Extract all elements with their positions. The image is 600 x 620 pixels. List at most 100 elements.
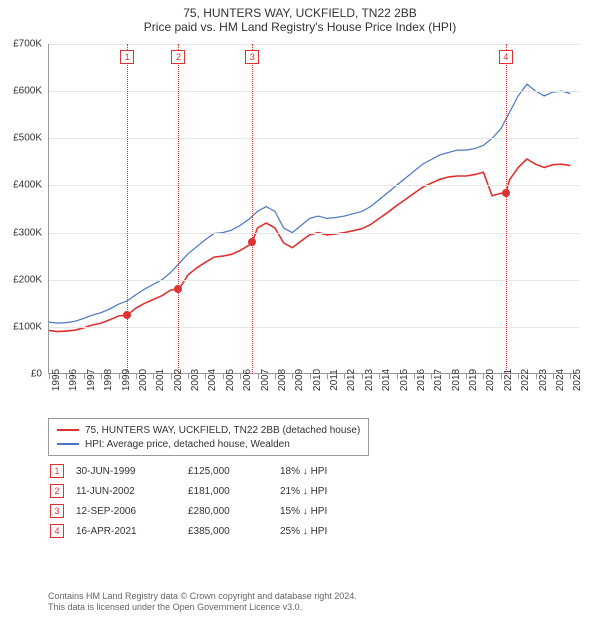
sale-hpi-delta: 18% ↓ HPI xyxy=(280,462,337,480)
x-tick xyxy=(414,374,415,379)
y-gridline xyxy=(49,44,579,45)
x-axis-label: 2009 xyxy=(294,369,305,391)
y-axis-label: £100K xyxy=(2,321,42,332)
sale-price: £125,000 xyxy=(188,462,278,480)
sale-hpi-delta: 21% ↓ HPI xyxy=(280,482,337,500)
y-gridline xyxy=(49,280,579,281)
sale-hpi-delta: 15% ↓ HPI xyxy=(280,502,337,520)
table-row: 1 30-JUN-1999£125,00018% ↓ HPI xyxy=(50,462,337,480)
x-axis-label: 1995 xyxy=(51,369,62,391)
x-tick xyxy=(101,374,102,379)
x-tick xyxy=(449,374,450,379)
sale-date: 11-JUN-2002 xyxy=(76,482,186,500)
legend-swatch xyxy=(57,429,79,431)
sale-number-box: 1 xyxy=(50,464,64,478)
x-tick xyxy=(136,374,137,379)
x-axis-label: 2020 xyxy=(485,369,496,391)
chart-container: 75, HUNTERS WAY, UCKFIELD, TN22 2BB Pric… xyxy=(0,0,600,620)
x-axis-label: 2007 xyxy=(260,369,271,391)
legend-row: HPI: Average price, detached house, Weal… xyxy=(57,437,360,451)
table-row: 2 11-JUN-2002£181,00021% ↓ HPI xyxy=(50,482,337,500)
x-axis-label: 2024 xyxy=(555,369,566,391)
sale-price: £280,000 xyxy=(188,502,278,520)
x-tick xyxy=(466,374,467,379)
x-axis-label: 1997 xyxy=(86,369,97,391)
x-tick xyxy=(240,374,241,379)
sale-number-box: 2 xyxy=(171,50,185,64)
y-gridline xyxy=(49,91,579,92)
x-axis-label: 2025 xyxy=(572,369,583,391)
sale-number-box: 4 xyxy=(499,50,513,64)
table-row: 4 16-APR-2021£385,00025% ↓ HPI xyxy=(50,522,337,540)
sale-price: £385,000 xyxy=(188,522,278,540)
x-axis-label: 2006 xyxy=(242,369,253,391)
x-axis-label: 2002 xyxy=(173,369,184,391)
y-axis-label: £0 xyxy=(2,369,42,380)
sale-vline xyxy=(178,44,179,374)
x-tick xyxy=(223,374,224,379)
x-axis-label: 2011 xyxy=(329,369,340,391)
y-gridline xyxy=(49,327,579,328)
x-axis-label: 2003 xyxy=(190,369,201,391)
sale-marker-dot xyxy=(174,285,182,293)
x-axis-label: 2017 xyxy=(433,369,444,391)
legend-swatch xyxy=(57,443,79,445)
footer-line1: Contains HM Land Registry data © Crown c… xyxy=(48,591,357,603)
sale-price: £181,000 xyxy=(188,482,278,500)
sale-vline xyxy=(252,44,253,374)
x-tick xyxy=(49,374,50,379)
chart-title-line1: 75, HUNTERS WAY, UCKFIELD, TN22 2BB xyxy=(0,0,600,20)
x-axis-label: 1996 xyxy=(68,369,79,391)
sale-marker-dot xyxy=(248,238,256,246)
footer-line2: This data is licensed under the Open Gov… xyxy=(48,602,357,614)
x-axis-label: 1998 xyxy=(103,369,114,391)
y-gridline xyxy=(49,138,579,139)
sale-marker-dot xyxy=(502,189,510,197)
x-tick xyxy=(275,374,276,379)
x-axis-label: 2015 xyxy=(399,369,410,391)
sale-number-box: 3 xyxy=(50,504,64,518)
legend-row: 75, HUNTERS WAY, UCKFIELD, TN22 2BB (det… xyxy=(57,423,360,437)
footer-attribution: Contains HM Land Registry data © Crown c… xyxy=(48,591,357,614)
x-axis-label: 2018 xyxy=(451,369,462,391)
x-axis-label: 2022 xyxy=(520,369,531,391)
x-tick xyxy=(84,374,85,379)
x-axis-label: 1999 xyxy=(121,369,132,391)
x-axis-label: 2023 xyxy=(538,369,549,391)
sale-number-box: 2 xyxy=(50,484,64,498)
y-axis-label: £200K xyxy=(2,274,42,285)
x-axis-label: 2016 xyxy=(416,369,427,391)
sale-date: 30-JUN-1999 xyxy=(76,462,186,480)
sales-table: 1 30-JUN-1999£125,00018% ↓ HPI 2 11-JUN-200… xyxy=(48,460,339,542)
sale-number-box: 4 xyxy=(50,524,64,538)
x-axis-label: 2005 xyxy=(225,369,236,391)
x-tick xyxy=(397,374,398,379)
x-tick xyxy=(258,374,259,379)
x-axis-label: 2008 xyxy=(277,369,288,391)
x-tick xyxy=(536,374,537,379)
x-tick xyxy=(188,374,189,379)
x-axis-label: 2012 xyxy=(346,369,357,391)
x-axis-label: 2013 xyxy=(364,369,375,391)
x-tick xyxy=(119,374,120,379)
chart-title-line2: Price paid vs. HM Land Registry's House … xyxy=(0,20,600,38)
x-tick xyxy=(327,374,328,379)
legend-label: HPI: Average price, detached house, Weal… xyxy=(85,439,290,450)
sale-hpi-delta: 25% ↓ HPI xyxy=(280,522,337,540)
legend-box: 75, HUNTERS WAY, UCKFIELD, TN22 2BB (det… xyxy=(48,418,369,456)
x-axis-label: 2001 xyxy=(155,369,166,391)
sale-date: 12-SEP-2006 xyxy=(76,502,186,520)
x-tick xyxy=(379,374,380,379)
y-axis-label: £400K xyxy=(2,180,42,191)
table-row: 3 12-SEP-2006£280,00015% ↓ HPI xyxy=(50,502,337,520)
line-series-svg xyxy=(49,44,579,374)
plot-region: 1234 xyxy=(48,44,578,374)
sale-date: 16-APR-2021 xyxy=(76,522,186,540)
sale-number-box: 1 xyxy=(120,50,134,64)
legend-label: 75, HUNTERS WAY, UCKFIELD, TN22 2BB (det… xyxy=(85,425,360,436)
y-axis-label: £500K xyxy=(2,133,42,144)
x-axis-label: 2019 xyxy=(468,369,479,391)
y-gridline xyxy=(49,233,579,234)
x-axis-label: 2010 xyxy=(312,369,323,391)
y-gridline xyxy=(49,185,579,186)
